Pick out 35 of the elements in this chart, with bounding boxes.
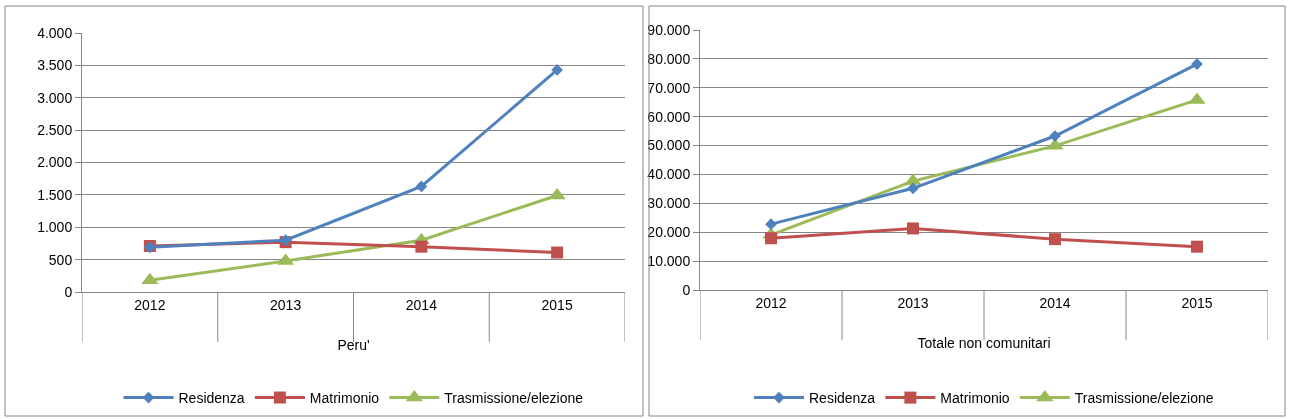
y-tick-label: 1.500 [37,186,73,203]
x-tick-label: 2012 [134,296,166,313]
y-tick-label: 4.000 [37,24,73,41]
x-tick-label: 2013 [897,294,929,311]
y-tick-label: 0 [64,283,73,300]
y-tick-label: 30.000 [647,195,691,212]
y-tick-label: 40.000 [647,166,691,183]
x-tick-label: 2015 [1181,294,1213,311]
x-axis-title: Totale non comunitari [917,335,1051,352]
y-tick-label: 1.000 [37,219,73,236]
legend-label: Trasmissione/elezione [444,390,584,407]
y-tick-label: 50.000 [647,137,691,154]
legend-label: Residenza [809,390,876,407]
y-tick-label: 80.000 [647,50,691,67]
y-tick-label: 500 [48,251,73,268]
y-tick-label: 2.500 [37,122,73,139]
y-tick-label: 70.000 [647,79,691,96]
legend-label: Trasmissione/elezione [1074,390,1214,407]
x-tick-label: 2015 [541,296,573,313]
y-tick-label: 90.000 [647,21,691,38]
x-tick-label: 2012 [755,294,787,311]
y-tick-label: 0 [682,281,691,298]
y-tick-label: 20.000 [647,224,691,241]
x-axis-title: Peru' [337,337,370,354]
legend-label: Residenza [178,390,245,407]
x-tick-label: 2014 [405,296,438,313]
y-tick-label: 10.000 [647,253,691,270]
y-tick-label: 60.000 [647,108,691,125]
legend-label: Matrimonio [940,390,1010,407]
y-tick-label: 3.000 [37,89,73,106]
legend-label: Matrimonio [309,390,380,407]
y-tick-label: 2.000 [37,154,73,171]
y-tick-label: 3.500 [37,57,73,74]
x-tick-label: 2013 [270,296,302,313]
x-tick-label: 2014 [1039,294,1071,311]
